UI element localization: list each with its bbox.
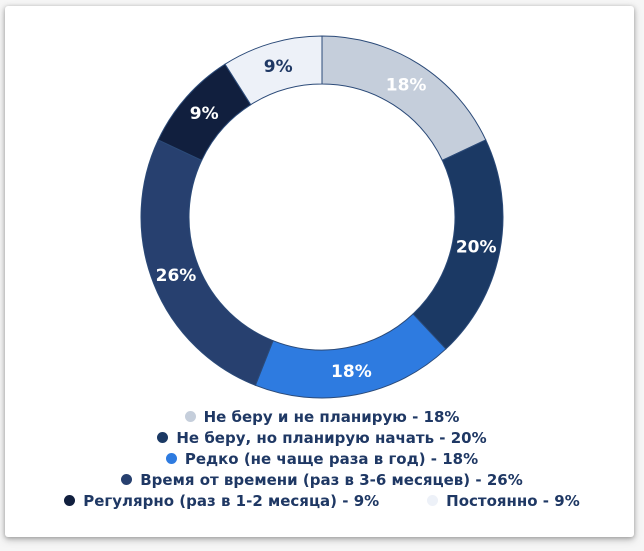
legend-item: Не беру и не планирую - 18% [184,407,460,426]
legend-item: Редко (не чаще раза в год) - 18% [165,449,479,468]
legend-label: Время от времени (раз в 3-6 месяцев) - 2… [140,470,523,489]
legend-row: Регулярно (раз в 1-2 месяца) - 9% Постоя… [0,490,644,511]
donut-segment [254,313,447,399]
legend-dot [427,495,439,506]
legend-dot [184,411,196,422]
legend-dot [165,453,177,464]
segment-value-label: 18% [386,75,427,95]
donut-segment [321,35,487,162]
legend-label: Не беру и не планирую - 18% [203,407,460,426]
legend-row: Не беру, но планирую начать - 20% [0,427,644,448]
segment-value-label: 26% [156,266,197,286]
segment-value-label: 9% [190,104,219,124]
legend-item: Постоянно - 9% [427,492,580,510]
legend-label: Постоянно - 9% [446,491,580,510]
legend-dot [157,432,169,443]
segment-value-label: 9% [264,57,293,77]
chart-legend: Не беру и не планирую - 18% Не беру, но … [0,406,644,511]
legend-row: Время от времени (раз в 3-6 месяцев) - 2… [0,469,644,490]
segment-value-label: 20% [456,237,497,257]
legend-label: Редко (не чаще раза в год) - 18% [184,449,479,468]
legend-label: Регулярно (раз в 1-2 месяца) - 9% [83,491,380,510]
legend-dot [121,474,133,485]
segment-value-label: 18% [331,362,372,382]
legend-item: Время от времени (раз в 3-6 месяцев) - 2… [121,470,523,489]
donut-segment [224,35,323,106]
legend-label: Не беру, но планирую начать - 20% [176,428,487,447]
legend-item: Регулярно (раз в 1-2 месяца) - 9% [64,492,379,510]
legend-row: Не беру и не планирую - 18% [0,406,644,427]
legend-item: Не беру, но планирую начать - 20% [157,428,487,447]
legend-dot [64,495,76,506]
chart-card [5,6,634,537]
legend-row: Редко (не чаще раза в год) - 18% [0,448,644,469]
donut-chart: 18% 20% 18% 26% 9% 9% [140,35,504,399]
donut-segment [140,139,274,386]
